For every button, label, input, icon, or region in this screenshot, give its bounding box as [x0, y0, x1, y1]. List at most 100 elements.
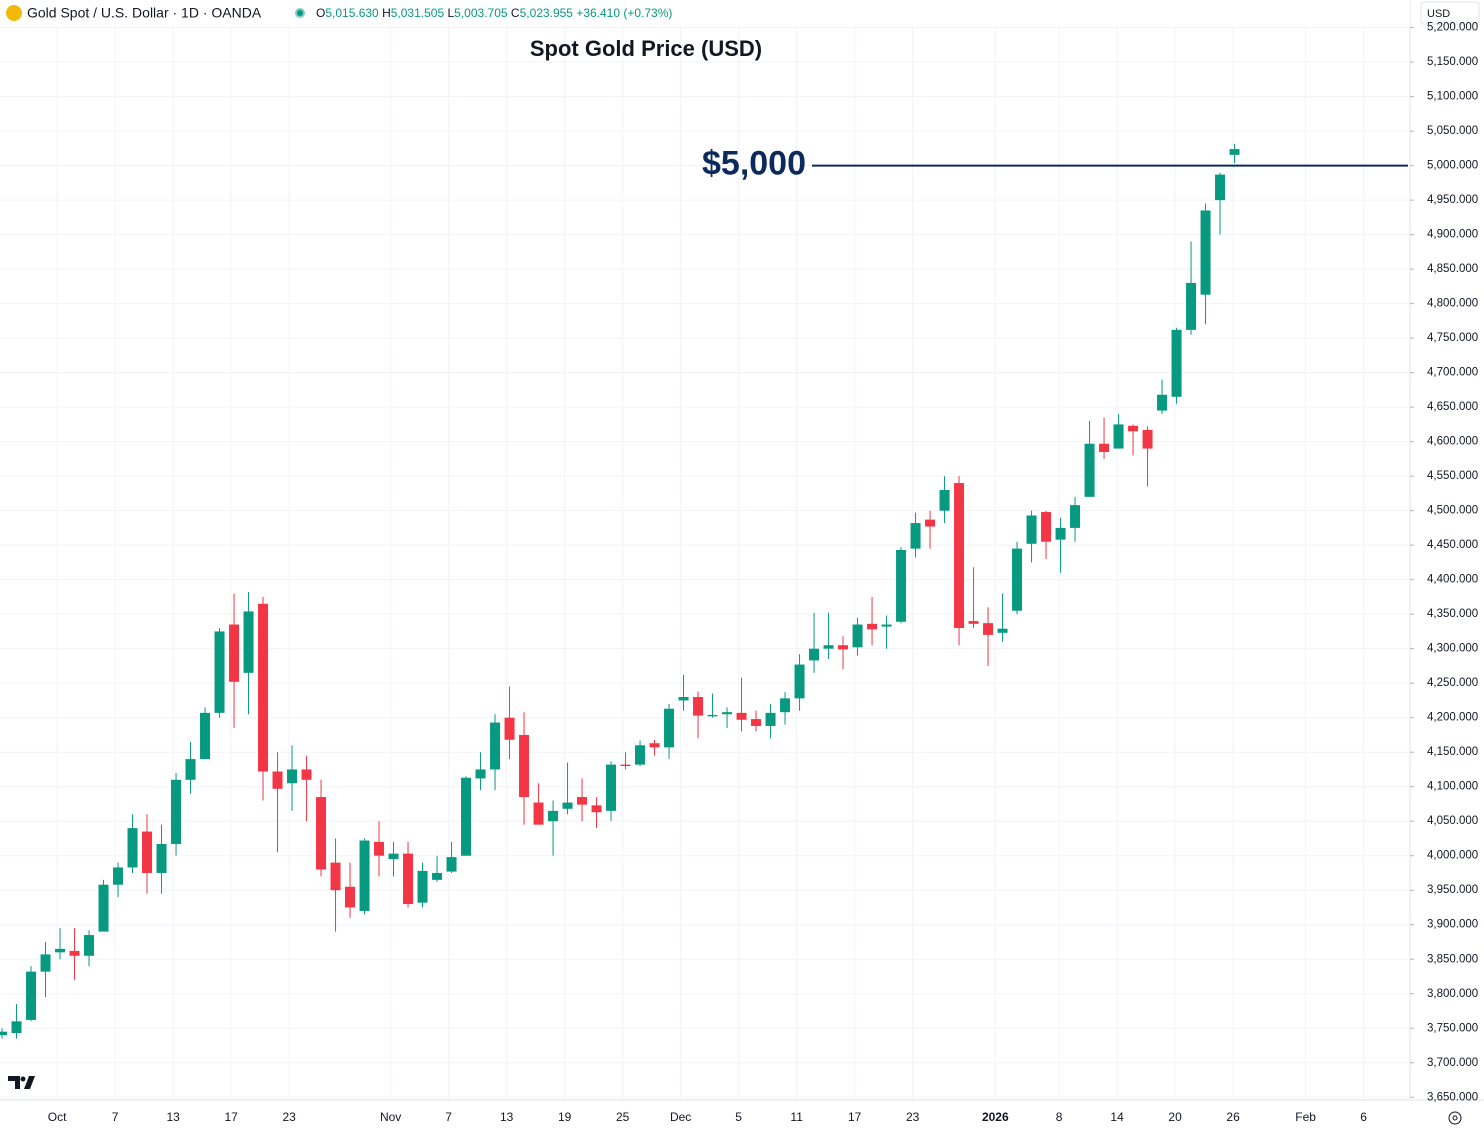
candle-body — [1157, 394, 1168, 411]
candle-body — [838, 645, 849, 650]
candle-body — [0, 1031, 8, 1036]
x-tick-label: 13 — [500, 1110, 514, 1124]
y-tick-label: 5,100.000 — [1427, 91, 1478, 103]
candle-body — [98, 884, 109, 932]
candle-body — [925, 519, 936, 527]
y-tick-label: 4,200.000 — [1427, 712, 1478, 724]
candle-body — [1128, 425, 1139, 432]
y-tick-label: 4,700.000 — [1427, 367, 1478, 379]
candle-body — [620, 764, 631, 766]
candle-body — [40, 954, 51, 972]
candle-body — [345, 886, 356, 908]
candle-body — [1099, 443, 1110, 453]
candle-body — [417, 870, 428, 903]
candle-body — [1026, 515, 1037, 544]
candle-body — [693, 696, 704, 716]
reference-label: $5,000 — [702, 145, 806, 183]
low-key: L — [447, 6, 454, 20]
y-tick-label: 5,000.000 — [1427, 160, 1478, 172]
y-tick-label: 3,650.000 — [1427, 1091, 1478, 1103]
candle-body — [1229, 149, 1240, 155]
y-tick-label: 4,100.000 — [1427, 781, 1478, 793]
x-tick-label: 7 — [112, 1110, 119, 1124]
candle-body — [69, 950, 80, 956]
candle-body — [55, 948, 66, 953]
y-tick-label: 4,900.000 — [1427, 229, 1478, 241]
y-tick-label: 4,050.000 — [1427, 815, 1478, 827]
candle-body — [301, 769, 312, 780]
currency[interactable]: USD — [1427, 8, 1450, 20]
candle-body — [577, 797, 588, 805]
tv-logo — [8, 1076, 35, 1089]
x-tick-label: 2026 — [982, 1110, 1009, 1124]
x-tick-label: 6 — [1360, 1110, 1367, 1124]
status-dot-core — [297, 10, 303, 16]
candles — [0, 143, 1240, 1039]
x-tick-label: 23 — [282, 1110, 296, 1124]
y-tick-label: 4,550.000 — [1427, 470, 1478, 482]
candle-body — [997, 628, 1008, 633]
close-key: C — [511, 6, 520, 20]
candle-body — [649, 743, 660, 748]
candle-body — [1012, 548, 1023, 611]
x-tick-label: Oct — [48, 1110, 67, 1124]
candle-body — [374, 841, 385, 856]
candle-body — [635, 745, 646, 765]
candle-body — [780, 698, 791, 713]
y-tick-label: 3,700.000 — [1427, 1057, 1478, 1069]
x-tick-label: Nov — [380, 1110, 401, 1124]
candle-body — [1171, 329, 1182, 397]
candle-body — [113, 867, 124, 885]
y-tick-label: 4,350.000 — [1427, 608, 1478, 620]
candle-body — [1041, 512, 1052, 542]
candle-body — [127, 828, 138, 868]
y-tick-label: 4,800.000 — [1427, 298, 1478, 310]
candle-body — [214, 631, 225, 713]
x-tick-label: 19 — [558, 1110, 572, 1124]
candle-body — [1055, 527, 1066, 540]
candle-body — [26, 971, 37, 1020]
x-tick-label: 17 — [224, 1110, 238, 1124]
y-tick-label: 4,650.000 — [1427, 401, 1478, 413]
y-tick-label: 5,050.000 — [1427, 125, 1478, 137]
candle-body — [1142, 429, 1153, 449]
candle-body — [809, 648, 820, 661]
candle-body — [287, 769, 298, 784]
y-tick-label: 4,150.000 — [1427, 746, 1478, 758]
symbol: Gold Spot / U.S. Dollar · 1D · OANDA — [27, 5, 262, 21]
y-tick-label: 4,000.000 — [1427, 850, 1478, 862]
candle-body — [765, 712, 776, 726]
y-tick-label: 4,850.000 — [1427, 263, 1478, 275]
currency-button[interactable] — [1420, 1, 1480, 25]
candle-body — [896, 550, 907, 622]
candle-body — [475, 769, 486, 779]
y-tick-label: 3,900.000 — [1427, 919, 1478, 931]
x-tick-label: 11 — [790, 1110, 803, 1124]
candle-body — [968, 621, 979, 624]
candle-body — [548, 810, 559, 822]
candle-body — [272, 771, 283, 789]
settings-icon[interactable] — [1448, 1111, 1462, 1125]
x-tick-label: 13 — [166, 1110, 180, 1124]
candle-body — [1200, 210, 1211, 295]
candle-body — [461, 777, 472, 856]
low: 5,003.705 — [454, 6, 508, 20]
candle-body — [258, 603, 269, 772]
open-key: O — [316, 6, 325, 20]
candle-body — [606, 764, 617, 811]
candle-body — [84, 935, 95, 956]
candle-body — [1084, 443, 1095, 497]
candle-body — [867, 623, 878, 630]
y-tick-label: 5,150.000 — [1427, 56, 1478, 68]
candle-body — [446, 857, 457, 872]
x-tick-label: 5 — [735, 1110, 742, 1124]
y-tick-label: 3,800.000 — [1427, 988, 1478, 1000]
candle-body — [533, 802, 544, 825]
x-tick-label: 7 — [445, 1110, 452, 1124]
candle-body — [736, 712, 747, 720]
candle-body — [562, 802, 573, 809]
candle-body — [1215, 174, 1226, 201]
y-tick-label: 4,950.000 — [1427, 194, 1478, 206]
candle-body — [359, 840, 370, 911]
x-tick-label: 26 — [1226, 1110, 1240, 1124]
